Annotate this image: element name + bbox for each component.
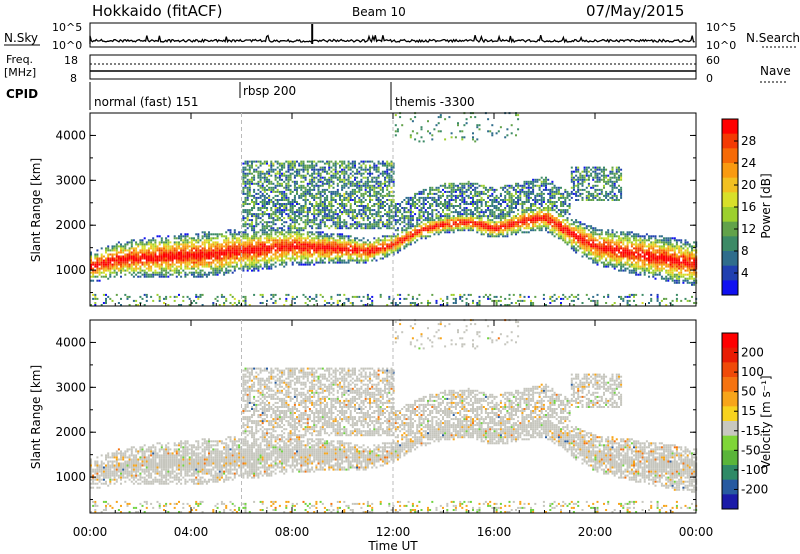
velocity-colorbar-swatch: [722, 391, 738, 407]
power-colorbar-swatch: [722, 192, 738, 208]
xtick-label: 20:00: [578, 525, 613, 539]
power-colorbar-swatch: [722, 236, 738, 252]
ytick-label: 3000: [55, 173, 86, 187]
power-colorbar-swatch: [722, 163, 738, 179]
power-colorbar-tick: 24: [741, 156, 756, 170]
station-title: Hokkaido (fitACF): [92, 2, 223, 20]
power-colorbar-swatch: [722, 265, 738, 281]
nsearch-label: N.Search: [746, 31, 800, 45]
nsky-trace: [89, 24, 695, 44]
freq-tick-bottom: 8: [70, 72, 77, 85]
velocity-colorbar-swatch: [722, 347, 738, 363]
velocity-ylabel: Slant Range [km]: [29, 365, 43, 469]
velocity-colorbar-swatch: [722, 421, 738, 437]
power-colorbar-swatch: [722, 148, 738, 164]
power-colorbar-swatch: [722, 133, 738, 149]
nsearch-tick-bottom: 10^0: [706, 39, 736, 52]
velocity-colorbar-swatch: [722, 435, 738, 451]
power-colorbar-swatch: [722, 280, 738, 296]
power-colorbar-label: Power [dB]: [759, 173, 773, 238]
nsky-tick-top: 10^5: [52, 21, 82, 34]
velocity-colorbar-swatch: [722, 406, 738, 422]
nsky-panel: [89, 22, 697, 48]
velocity-colorbar-tick: 200: [741, 346, 764, 360]
power-colorbar-swatch: [722, 207, 738, 223]
velocity-axes: 1000 2000 3000 4000: [55, 320, 696, 513]
power-ylabel: Slant Range [km]: [29, 158, 43, 262]
nsearch-tick-top: 10^5: [706, 21, 736, 34]
nave-tick-top: 60: [706, 54, 720, 67]
freq-label-line1: Freq.: [6, 53, 33, 66]
power-colorbar-swatch: [722, 177, 738, 193]
power-colorbar-tick: 28: [741, 134, 756, 148]
velocity-colorbar-tick: -100: [741, 463, 768, 477]
ytick-label: 3000: [55, 380, 86, 394]
ytick-label: 4000: [55, 335, 86, 349]
xtick-label: 04:00: [174, 525, 209, 539]
ytick-label: 1000: [55, 470, 86, 484]
velocity-colorbar-swatch: [722, 377, 738, 393]
ytick-label: 4000: [55, 128, 86, 142]
velocity-colorbar-tick: 50: [741, 385, 756, 399]
cpid-label: CPID: [6, 87, 38, 101]
freq-label-line2: [MHz]: [4, 66, 36, 79]
velocity-colorbar-swatch: [722, 362, 738, 378]
velocity-colorbar-tick: -200: [741, 482, 768, 496]
velocity-colorbar-tick: -15: [741, 424, 761, 438]
power-colorbar-swatch: [722, 221, 738, 237]
power-colorbar-tick: 8: [741, 244, 749, 258]
velocity-colorbar: 200 100 50 15 -15 -50 -100 -200: [721, 332, 768, 510]
beam-title: Beam 10: [352, 5, 406, 19]
freq-panel: [89, 54, 697, 80]
nsky-label: N.Sky: [4, 31, 38, 45]
velocity-colorbar-swatch: [722, 479, 738, 495]
velocity-colorbar-tick: 15: [741, 404, 756, 418]
power-colorbar-tick: 4: [741, 266, 749, 280]
freq-tick-top: 18: [64, 54, 78, 67]
xtick-label: 00:00: [73, 525, 108, 539]
velocity-colorbar-label: Velocity [m s⁻¹]: [759, 375, 773, 468]
power-colorbar: 28 24 20 16 12 8 4: [721, 118, 756, 296]
power-colorbar-tick: 20: [741, 178, 756, 192]
power-colorbar-tick: 16: [741, 200, 756, 214]
xtick-label: 08:00: [275, 525, 310, 539]
velocity-colorbar-swatch: [722, 465, 738, 481]
cpid-segment-1: normal (fast) 151: [94, 95, 198, 109]
velocity-colorbar-swatch: [722, 494, 738, 510]
velocity-colorbar-swatch: [722, 333, 738, 349]
velocity-colorbar-swatch: [722, 450, 738, 466]
power-colorbar-swatch: [722, 251, 738, 267]
ytick-label: 2000: [55, 425, 86, 439]
ytick-label: 2000: [55, 218, 86, 232]
date-title: 07/May/2015: [586, 2, 684, 20]
power-colorbar-swatch: [722, 119, 738, 135]
nave-label: Nave: [760, 64, 791, 78]
time-axis-label: Time UT: [367, 539, 418, 553]
time-axis: 00:00 04:00 08:00 12:00 16:00 20:00 00:00: [73, 113, 714, 539]
xtick-label: 12:00: [376, 525, 411, 539]
xtick-label: 16:00: [477, 525, 512, 539]
velocity-colorbar-tick: -50: [741, 443, 761, 457]
ytick-label: 1000: [55, 263, 86, 277]
cpid-segment-3: themis -3300: [395, 95, 475, 109]
velocity-colorbar-tick: 100: [741, 365, 764, 379]
velocity-scatter: [90, 319, 698, 513]
nsky-tick-bottom: 10^0: [52, 39, 82, 52]
cpid-segment-2: rbsp 200: [243, 84, 296, 98]
power-colorbar-tick: 12: [741, 222, 756, 236]
power-axes: 1000 2000 3000 4000: [55, 113, 696, 306]
xtick-label: 00:00: [679, 525, 714, 539]
nave-tick-bottom: 0: [706, 72, 713, 85]
power-scatter: [90, 112, 698, 306]
